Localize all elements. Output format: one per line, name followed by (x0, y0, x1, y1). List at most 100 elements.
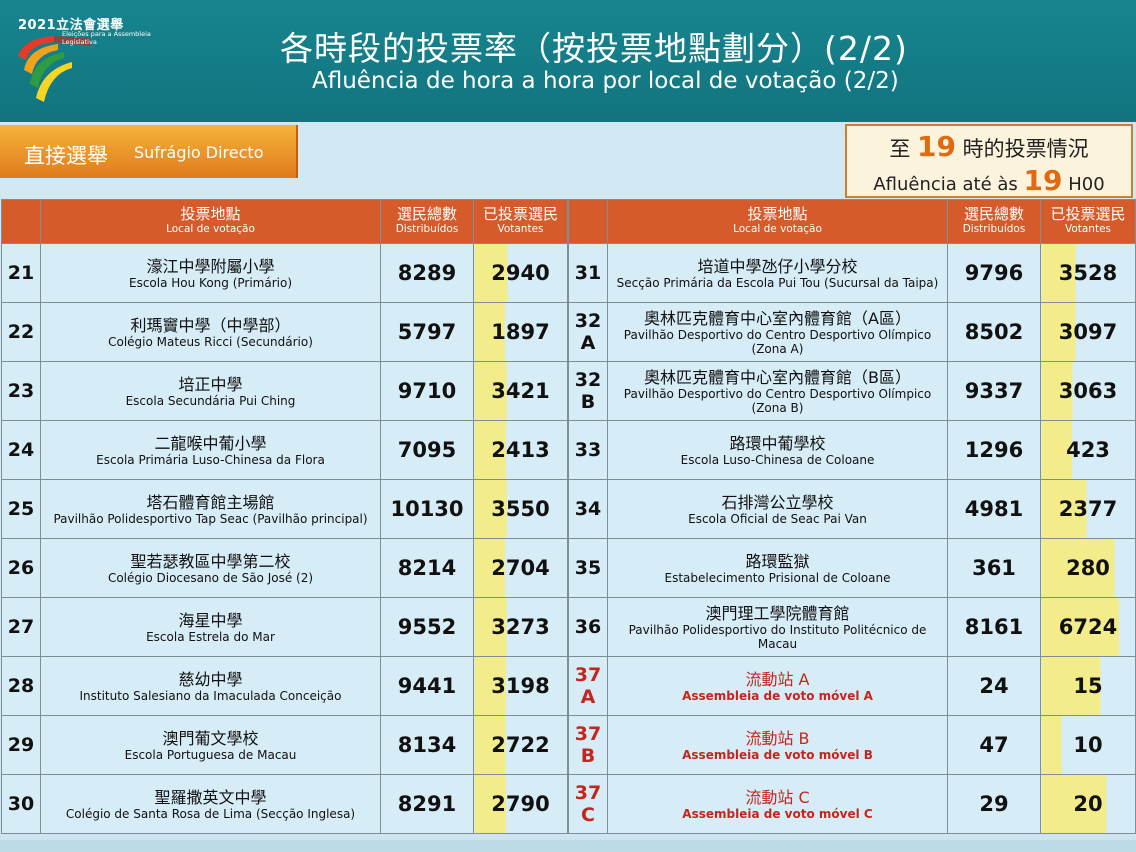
header-banner: 2021立法會選舉 Eleições para a Assembleia Leg… (0, 0, 1136, 122)
station-name-pt: Estabelecimento Prisional de Coloane (664, 570, 891, 585)
logo-subtitle: Eleições para a Assembleia Legislativa (62, 30, 151, 46)
section-tab: 直接選舉 Sufrágio Directo (0, 125, 298, 178)
station-location-cell: 石排灣公立學校 Escola Oficial de Seac Pai Van (607, 479, 948, 539)
voters-cell: 8502 (947, 302, 1041, 362)
station-number-cell: 32 A32A (568, 302, 608, 362)
station-name-pt: Secção Primária da Escola Pui Tou (Sucur… (616, 275, 939, 290)
station-number-part: 32 (574, 369, 602, 391)
station-name-pt: Assembleia de voto móvel C (682, 806, 873, 821)
station-number-part: B (580, 391, 596, 413)
station-location-cell: 慈幼中學 Instituto Salesiano da Imaculada Con… (40, 656, 381, 716)
station-number: 36 (574, 616, 602, 638)
station-name-zh: 路環監獄 (745, 551, 810, 571)
station-name-pt: Pavilhão Desportivo do Centro Desportivo… (623, 327, 932, 356)
station-number: 22 (7, 321, 35, 343)
voted-cell: 10 (1040, 715, 1136, 775)
header-voted: 已投票選民 Votantes (1040, 199, 1136, 244)
station-name-pt: Escola Portuguesa de Macau (124, 747, 297, 762)
header-voted: 已投票選民 Votantes (473, 199, 568, 244)
voters-cell: 1296 (947, 420, 1041, 480)
station-number-cell: 31 (568, 243, 608, 303)
voters-cell: 24 (947, 656, 1041, 716)
station-number-cell: 24 (1, 420, 41, 480)
station-location-cell: 濠江中學附屬小學 Escola Hou Kong (Primário) (40, 243, 381, 303)
station-location-cell: 二龍喉中葡小學 Escola Primária Luso-Chinesa da F… (40, 420, 381, 480)
station-number-part: 37 (574, 723, 602, 745)
voted-cell: 2790 (473, 774, 568, 834)
page-title-zh: 各時段的投票率（按投票地點劃分）(2/2) (280, 29, 908, 68)
station-number-cell: 26 (1, 538, 41, 598)
station-location-cell: 培正中學 Escola Secundária Pui Ching (40, 361, 381, 421)
table-row: 21 濠江中學附屬小學 Escola Hou Kong (Primário) 8289… (1, 243, 568, 303)
voted-cell: 2377 (1040, 479, 1136, 539)
time-line-zh: 至 19 時的投票情況 (847, 130, 1131, 163)
voters-cell: 8134 (380, 715, 474, 775)
table-row: 30 聖羅撒英文中學 Colégio de Santa Rosa de Lima (… (1, 774, 568, 834)
time-line-pt: Afluência até às 19 H00 (847, 164, 1131, 197)
voted-cell: 2940 (473, 243, 568, 303)
time-post-pt: H00 (1068, 174, 1105, 195)
section-label-zh: 直接選舉 (24, 144, 108, 168)
voters-cell: 9337 (947, 361, 1041, 421)
station-number-part: 37 (574, 782, 602, 804)
station-location-cell: 塔石體育館主場館 Pavilhão Polidesportivo Tap Seac… (40, 479, 381, 539)
table-row: 32 B32B奧林匹克體育中心室內體育館（B區）Pavilhão Desport… (568, 361, 1136, 421)
header-voters: 選民總數 Distribuídos (380, 199, 474, 244)
voters-cell: 8214 (380, 538, 474, 598)
station-number-cell: 34 (568, 479, 608, 539)
time-pre-zh: 至 (889, 137, 911, 161)
voters-cell: 9552 (380, 597, 474, 657)
header-number (568, 199, 608, 244)
station-name-zh: 利瑪竇中學（中學部） (130, 315, 291, 335)
station-number: 25 (7, 498, 35, 520)
voted-cell: 6724 (1040, 597, 1136, 657)
voters-cell: 9441 (380, 656, 474, 716)
station-location-cell: 利瑪竇中學（中學部） Colégio Mateus Ricci (Secundár… (40, 302, 381, 362)
station-name-zh: 海星中學 (178, 610, 243, 630)
section-label-pt: Sufrágio Directo (134, 143, 264, 162)
station-name-zh: 奧林匹克體育中心室內體育館（B區） (644, 367, 911, 387)
voted-cell: 3528 (1040, 243, 1136, 303)
voted-cell: 3063 (1040, 361, 1136, 421)
station-location-cell: 澳門葡文學校 Escola Portuguesa de Macau (40, 715, 381, 775)
table-row: 28 慈幼中學 Instituto Salesiano da Imaculada C… (1, 656, 568, 716)
voters-cell: 47 (947, 715, 1041, 775)
station-location-cell: 海星中學 Escola Estrela do Mar (40, 597, 381, 657)
table-row: 27 海星中學 Escola Estrela do Mar 9552 3273 (1, 597, 568, 657)
station-name-pt: Pavilhão Polidesportivo do Instituto Pol… (628, 622, 927, 651)
station-name-pt: Assembleia de voto móvel B (682, 747, 873, 762)
station-name-zh: 流動站 C (745, 787, 810, 807)
station-number-part: A (580, 686, 596, 708)
station-number-cell: 32 B32B (568, 361, 608, 421)
station-name-pt: Instituto Salesiano da Imaculada Conceiç… (79, 688, 342, 703)
left-turnout-table: 投票地點 Local de votação 選民總數 Distribuídos 已投… (1, 199, 568, 834)
table-row: 24 二龍喉中葡小學 Escola Primária Luso-Chinesa da… (1, 420, 568, 480)
station-name-zh: 路環中葡學校 (729, 433, 826, 453)
table-row: 36 澳門理工學院體育館 Pavilhão Polidesportivo do In… (568, 597, 1136, 657)
station-name-pt: Pavilhão Polidesportivo Tap Seac (Pavilh… (53, 511, 368, 526)
voted-cell: 3198 (473, 656, 568, 716)
voted-cell: 15 (1040, 656, 1136, 716)
time-hour: 19 (917, 130, 956, 163)
station-number-cell: 27 (1, 597, 41, 657)
table-header-row: 投票地點 Local de votação 選民總數 Distribuídos 已投… (568, 199, 1136, 244)
station-location-cell: 聖羅撒英文中學 Colégio de Santa Rosa de Lima (Se… (40, 774, 381, 834)
table-row: 34 石排灣公立學校 Escola Oficial de Seac Pai Van 4… (568, 479, 1136, 539)
station-number-cell: 33 (568, 420, 608, 480)
table-row: 33 路環中葡學校 Escola Luso-Chinesa de Coloane 12… (568, 420, 1136, 480)
header-voters: 選民總數 Distribuídos (947, 199, 1041, 244)
station-number-cell: 21 (1, 243, 41, 303)
voters-cell: 8161 (947, 597, 1041, 657)
station-name-pt: Colégio Mateus Ricci (Secundário) (108, 334, 313, 349)
station-number-cell: 22 (1, 302, 41, 362)
station-number-part: 32 (574, 310, 602, 332)
station-number: 24 (7, 439, 35, 461)
station-number-cell: 30 (1, 774, 41, 834)
station-location-cell: 奧林匹克體育中心室內體育館（A區） Pavilhão Desportivo do … (607, 302, 948, 362)
station-location-cell: 流動站 C Assembleia de voto móvel C (607, 774, 948, 834)
station-location-cell: 流動站 B Assembleia de voto móvel B (607, 715, 948, 775)
station-location-cell: 奧林匹克體育中心室內體育館（B區） Pavilhão Desportivo do … (607, 361, 948, 421)
station-number: 30 (7, 793, 35, 815)
